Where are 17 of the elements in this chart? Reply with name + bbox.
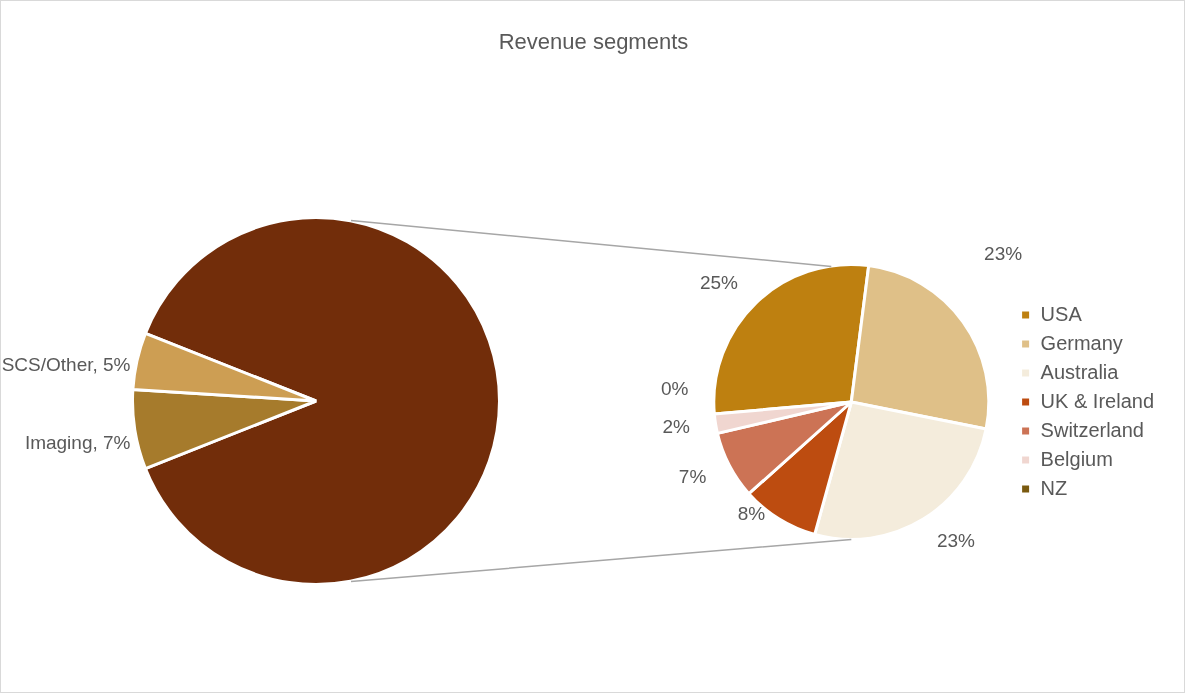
data-label: 23% [936,529,976,551]
data-label: 25% [699,272,739,294]
legend-label: Switzerland [1040,418,1144,441]
legend-label: Belgium [1040,447,1113,470]
data-label: 8% [737,503,766,525]
slice-label: SCS/Other, 5% [1,353,131,375]
legend-label: USA [1040,302,1083,325]
legend-label: NZ [1040,476,1068,499]
legend-label: Australia [1040,360,1120,383]
text: Revenue segments [497,29,690,55]
slice-label: Imaging, 7% [24,432,131,454]
data-label: 23% [984,242,1023,264]
legend-label: Germany [1040,331,1123,354]
text: 0% [660,378,689,400]
legend-label: UK & Ireland [1040,389,1154,412]
data-label: 2% [662,416,690,438]
data-label: 7% [678,465,707,487]
